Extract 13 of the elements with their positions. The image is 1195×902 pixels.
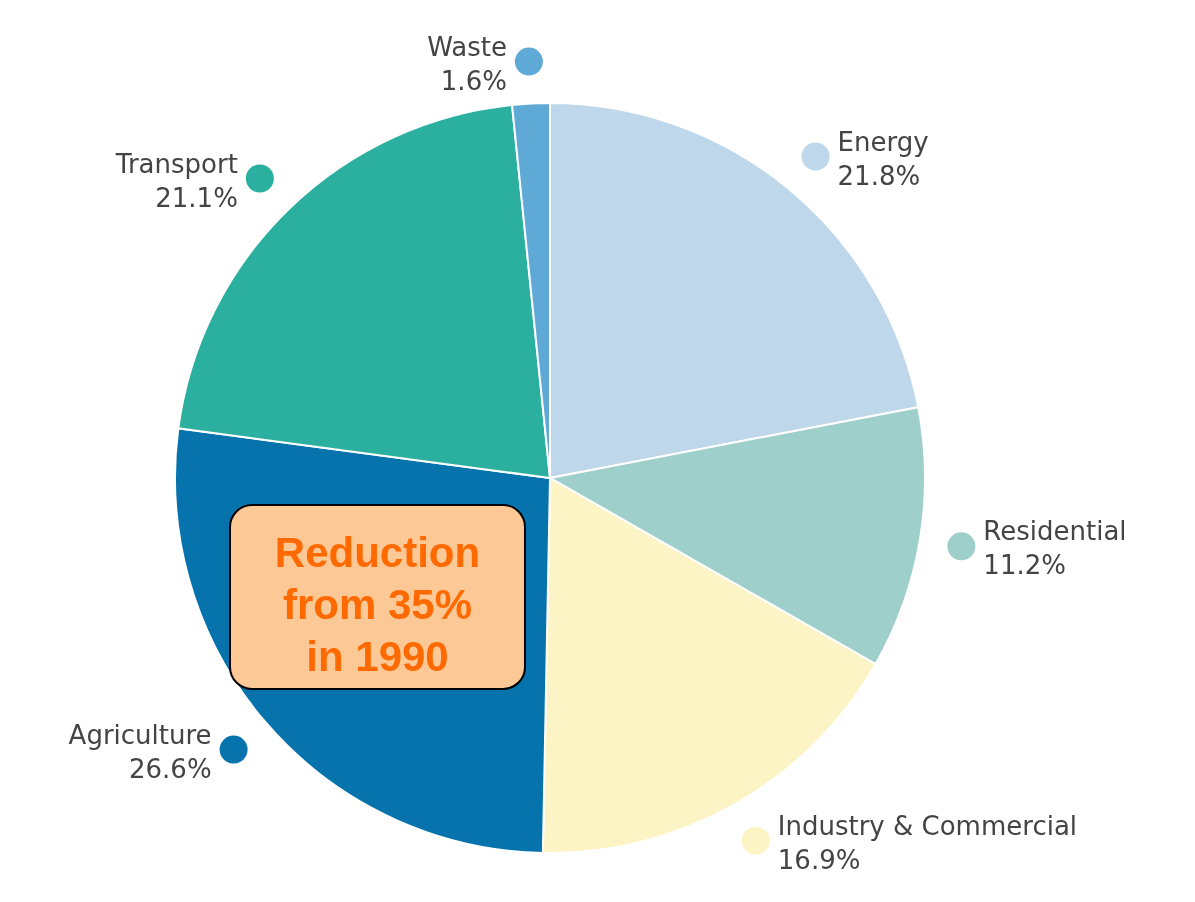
slice-label: Waste [427, 31, 507, 62]
slice-label: Transport [114, 148, 238, 179]
data-label: 26.6% [128, 753, 212, 784]
data-label: 21.1% [155, 182, 238, 213]
data-label: 1.6% [440, 65, 507, 96]
legend-label: Industry & Commercial [777, 810, 1078, 841]
legend-label: Energy [837, 126, 929, 157]
slice-label: Agriculture [68, 719, 212, 750]
text: Reduction from 35% in 1990 [274, 529, 481, 680]
legend-label: Residential [983, 516, 1127, 547]
data-label: 11.2% [983, 550, 1066, 581]
data-label: 21.8% [837, 160, 921, 191]
data-label: 16.9% [777, 844, 861, 875]
